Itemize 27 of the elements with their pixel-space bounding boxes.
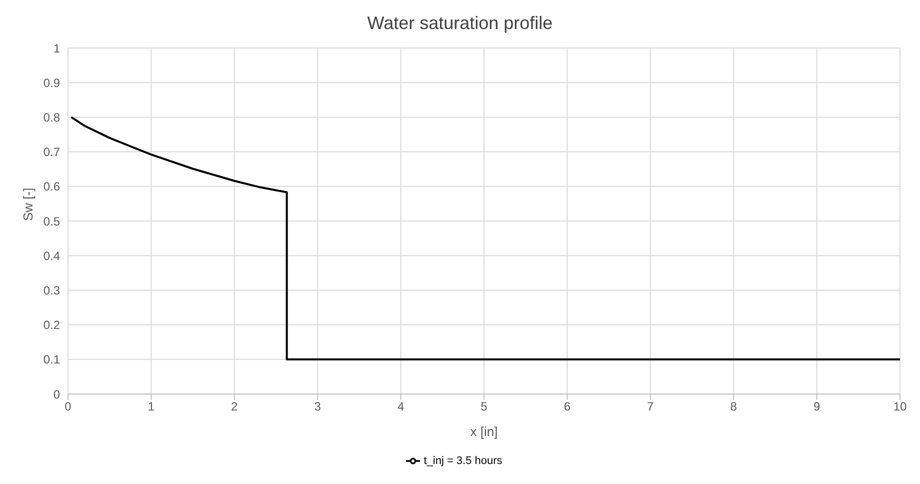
x-tick-label: 6 (564, 400, 571, 414)
y-tick-label: 0.6 (43, 180, 60, 194)
y-tick-label: 1 (53, 41, 60, 56)
y-tick-label: 0.1 (43, 352, 60, 367)
x-tick-label: 0 (64, 400, 72, 414)
chart-title: Water saturation profile (366, 12, 554, 35)
y-tick-label: 0.9 (43, 76, 60, 90)
line-series (70, 116, 900, 360)
y-tick-label: 0.8 (43, 110, 60, 124)
y-axis-title: Sw [-] (20, 188, 36, 221)
x-axis-title: x [in] (470, 424, 498, 439)
x-tick-label: 10 (893, 400, 907, 414)
x-tick-label: 4 (397, 400, 404, 414)
legend-label: t_inj = 3.5 hours (424, 454, 502, 467)
y-tick-label: 0.2 (43, 318, 60, 332)
x-tick-label: 1 (148, 400, 155, 414)
y-tick-label: 0.4 (43, 248, 60, 263)
x-tick-label: 7 (647, 400, 654, 414)
y-tick-label: 0 (53, 387, 60, 402)
x-tick-label: 9 (813, 400, 820, 414)
y-tick-label: 0.5 (43, 214, 60, 228)
x-tick-label: 3 (314, 400, 322, 414)
y-tick-label: 0.3 (43, 283, 60, 298)
x-tick-label: 8 (730, 400, 738, 414)
x-tick-label: 5 (480, 400, 488, 414)
y-tick-label: 0.7 (43, 145, 60, 160)
x-tick-label: 2 (231, 400, 238, 414)
